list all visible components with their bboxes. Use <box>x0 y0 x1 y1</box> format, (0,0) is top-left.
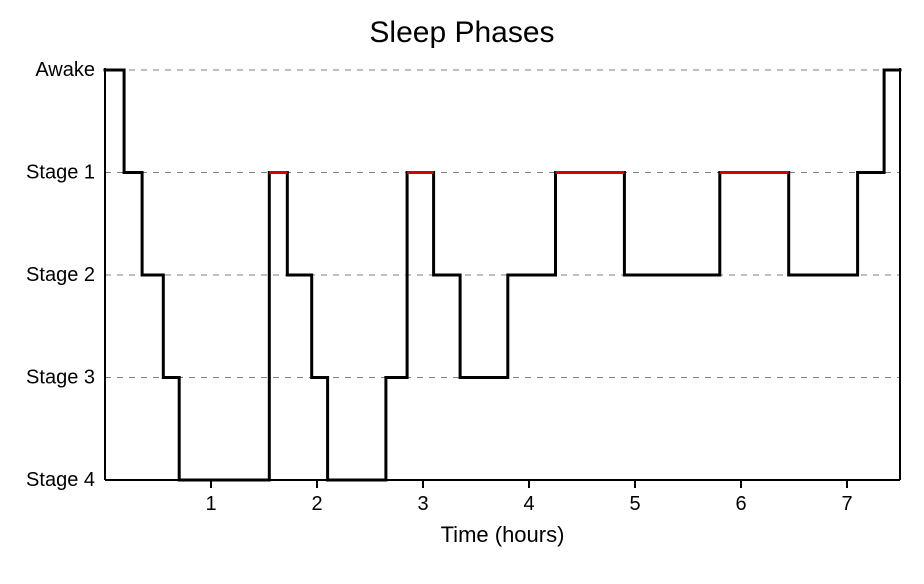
x-axis-tick-label: 5 <box>629 493 640 515</box>
x-axis-tick-label: 1 <box>205 493 216 515</box>
y-axis-label: Stage 1 <box>26 162 95 184</box>
y-axis-label: Stage 2 <box>26 264 95 286</box>
chart-title: Sleep Phases <box>369 16 554 49</box>
chart-svg: Sleep Phases Awake Stage 1 Stage 2 Stage 3 St… <box>0 0 924 584</box>
x-axis-tick-label: 4 <box>523 493 534 515</box>
x-axis-tick-label: 6 <box>735 493 746 515</box>
x-axis-tick-label: 7 <box>841 493 852 515</box>
sleep-phases-chart: Sleep Phases Awake Stage 1 Stage 2 Stage 3 St… <box>0 0 924 584</box>
y-axis-label: Stage 3 <box>26 367 95 389</box>
x-axis-tick-label: 3 <box>417 493 428 515</box>
y-axis-label: Awake <box>35 59 95 81</box>
x-axis-title: Time (hours) <box>441 522 565 547</box>
y-axis-label: Stage 4 <box>26 469 95 491</box>
x-axis-tick-label: 2 <box>311 493 322 515</box>
